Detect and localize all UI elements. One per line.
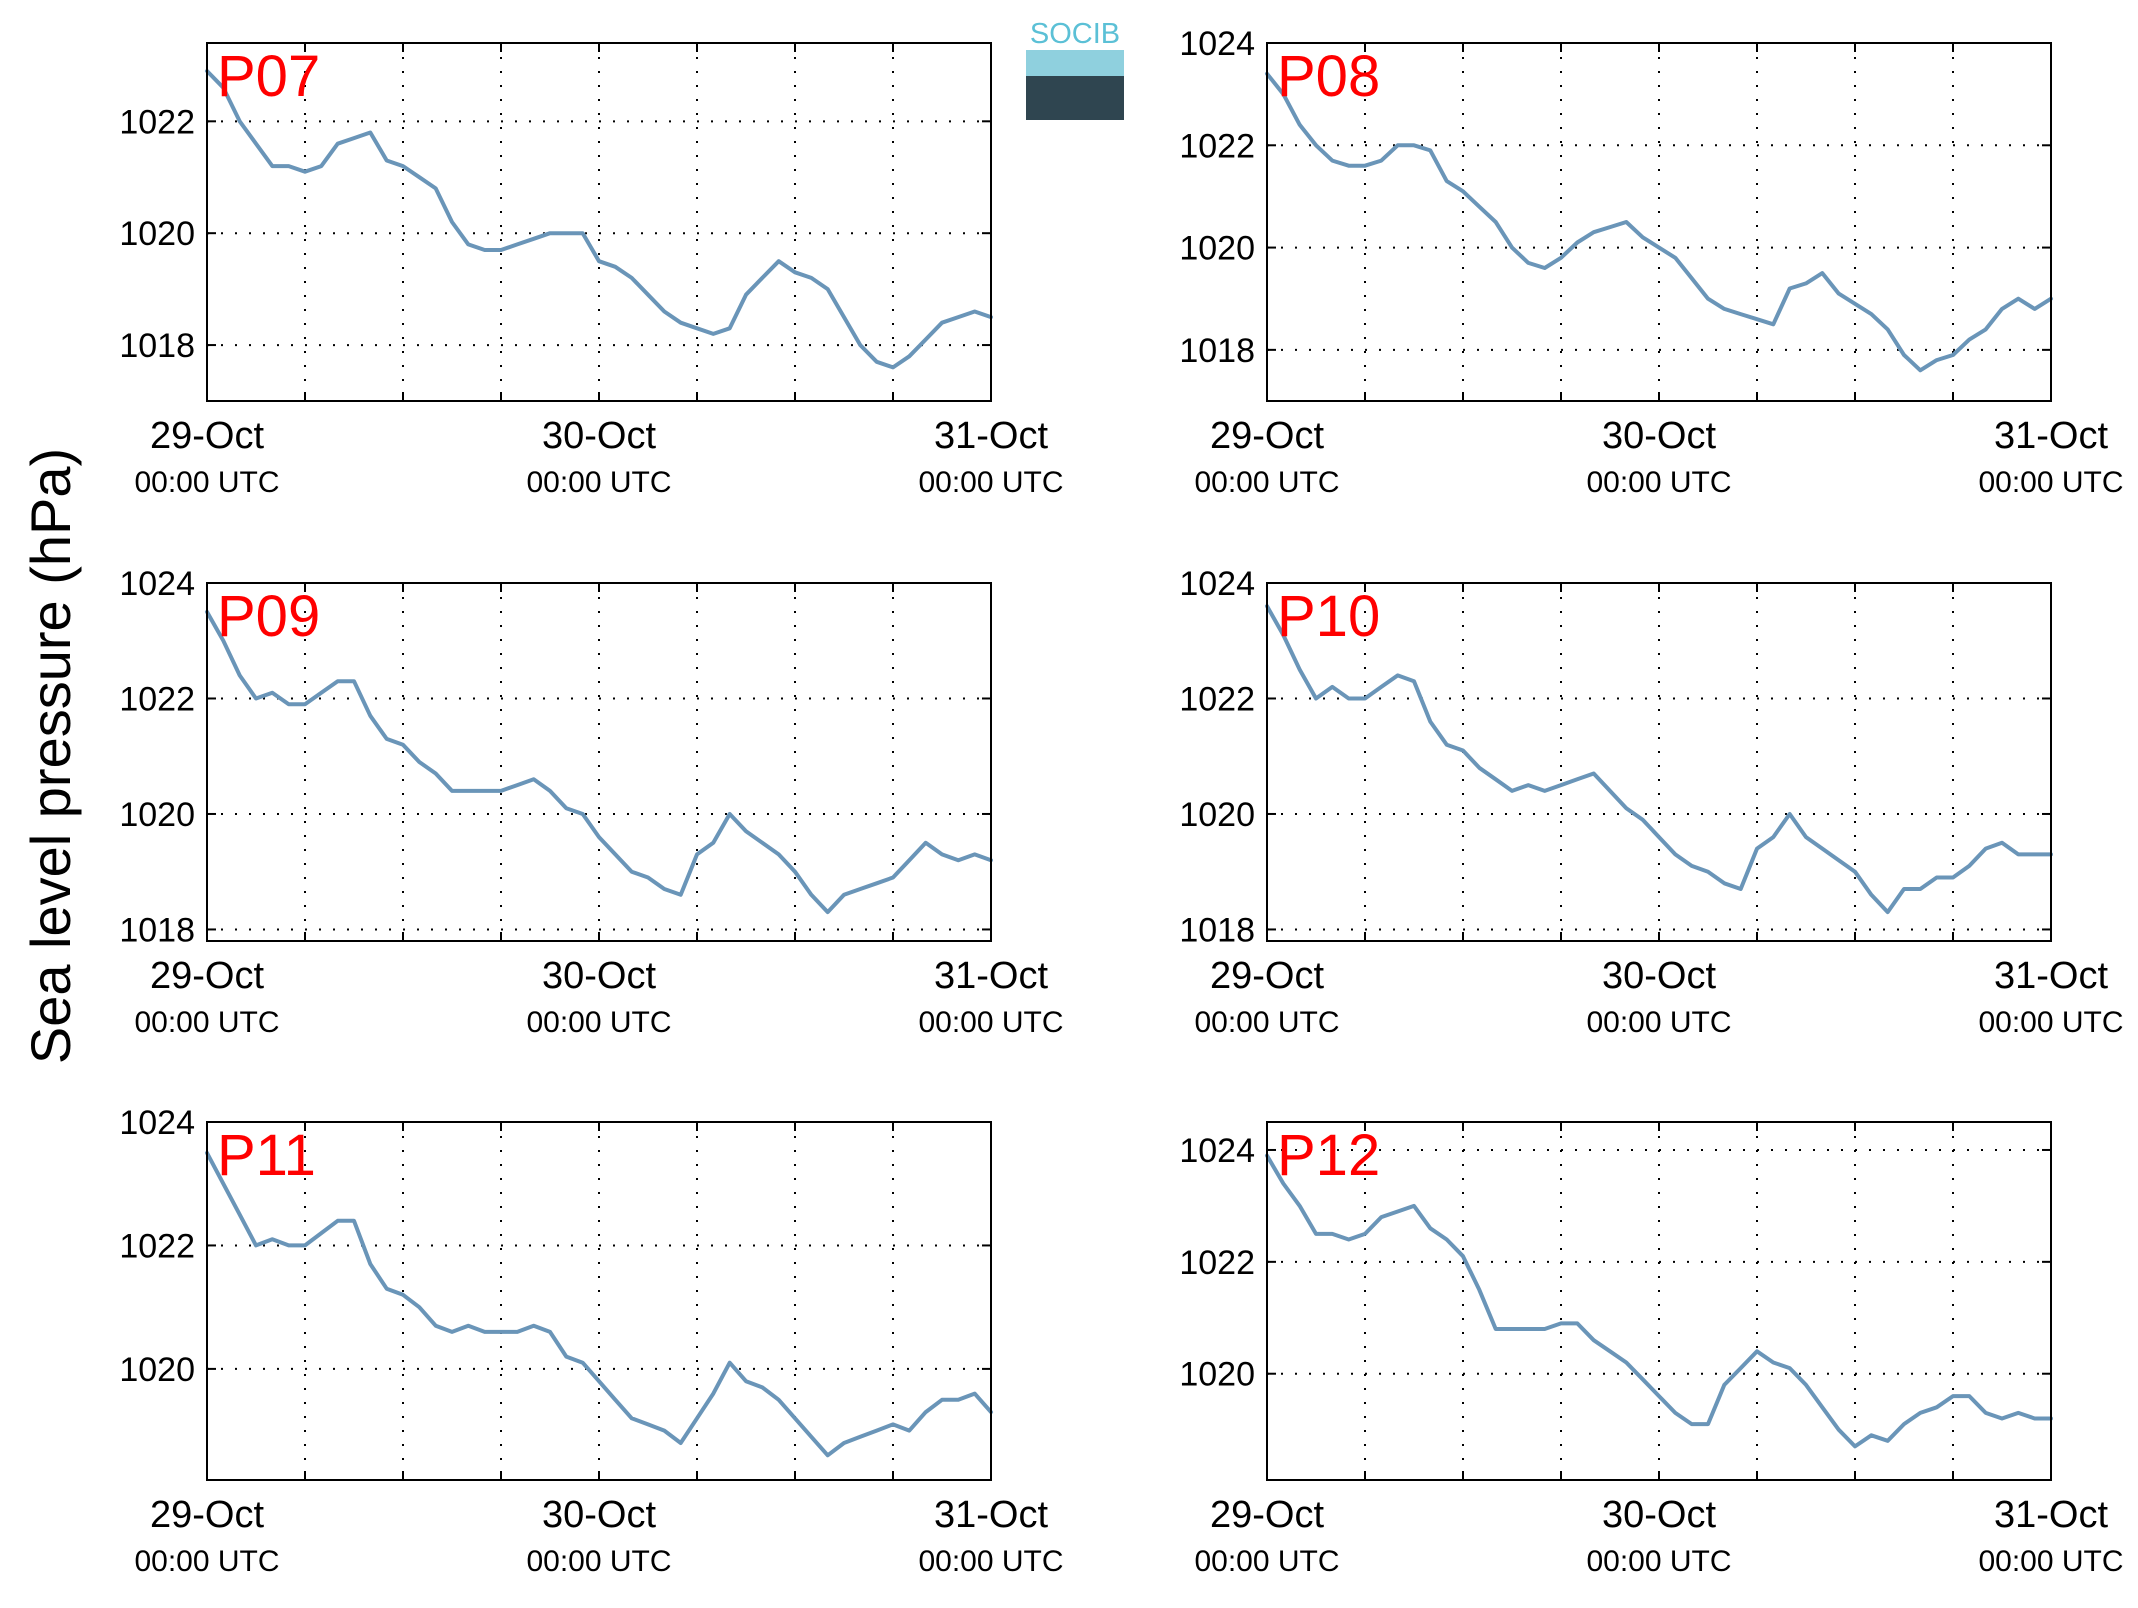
y-tick-label: 1020 xyxy=(1179,230,1255,268)
socib-logo-top xyxy=(1026,50,1124,76)
y-tick-label: 1018 xyxy=(1179,332,1255,370)
y-tick-label: 1020 xyxy=(119,796,195,834)
x-tick-label-day: 29-Oct xyxy=(150,1494,264,1536)
x-tick-label-time: 00:00 UTC xyxy=(918,1545,1063,1578)
socib-logo-text: SOCIB xyxy=(1030,18,1120,50)
x-tick-label-time: 00:00 UTC xyxy=(918,1006,1063,1039)
x-tick-label-day: 31-Oct xyxy=(1994,955,2108,997)
x-tick-label-day: 30-Oct xyxy=(1602,1494,1716,1536)
x-tick-label-day: 31-Oct xyxy=(1994,415,2108,457)
x-tick-label-day: 30-Oct xyxy=(542,955,656,997)
x-tick-label-time: 00:00 UTC xyxy=(1586,1006,1731,1039)
chart-panel-p12: 1020 1022 1024 29-Oct 00:00 UTC 30-Oct 00:00 U… xyxy=(1179,1121,2124,1578)
x-tick-label-time: 00:00 UTC xyxy=(526,466,671,499)
x-tick-label-time: 00:00 UTC xyxy=(134,1545,279,1578)
data-line xyxy=(1265,604,2053,915)
y-tick-label: 1022 xyxy=(119,103,195,141)
data-line xyxy=(205,69,993,370)
y-tick-label: 1020 xyxy=(119,215,195,253)
x-tick-label-time: 00:00 UTC xyxy=(1586,1545,1731,1578)
y-tick-label: 1024 xyxy=(1179,565,1255,603)
station-label: P12 xyxy=(1277,1123,1380,1188)
y-tick-label: 1022 xyxy=(1179,1244,1255,1282)
y-tick-label: 1018 xyxy=(119,327,195,365)
y-tick-label: 1020 xyxy=(1179,1356,1255,1394)
station-label: P10 xyxy=(1277,584,1380,649)
y-tick-label: 1018 xyxy=(119,911,195,949)
chart-panel-p11: 1020 1022 1024 29-Oct 00:00 UTC 30-Oct 00:00 U… xyxy=(119,1104,1063,1578)
y-axis-label: Sea level pressure (hPa) xyxy=(19,448,82,1064)
x-tick-label-time: 00:00 UTC xyxy=(1194,1006,1339,1039)
x-tick-label-day: 30-Oct xyxy=(542,1494,656,1536)
x-tick-label-time: 00:00 UTC xyxy=(1194,466,1339,499)
y-tick-label: 1024 xyxy=(1179,1132,1255,1170)
x-tick-label-time: 00:00 UTC xyxy=(1978,1006,2123,1039)
chart-panel-p07: 1018 1020 1022 29-Oct 00:00 UTC 30-Oct 00:00 U… xyxy=(119,42,1064,499)
x-tick-label-time: 00:00 UTC xyxy=(134,1006,279,1039)
x-tick-label-time: 00:00 UTC xyxy=(526,1545,671,1578)
station-label: P08 xyxy=(1277,44,1380,109)
x-tick-label-time: 00:00 UTC xyxy=(526,1006,671,1039)
y-tick-label: 1024 xyxy=(119,565,195,603)
x-tick-label-time: 00:00 UTC xyxy=(1194,1545,1339,1578)
x-tick-label-day: 31-Oct xyxy=(1994,1494,2108,1536)
x-tick-label-time: 00:00 UTC xyxy=(134,466,279,499)
y-tick-label: 1022 xyxy=(1179,680,1255,718)
x-tick-label-time: 00:00 UTC xyxy=(918,466,1063,499)
chart-panel-p10: 1018 1020 1022 1024 29-Oct 00:00 UTC 30-Oct 00:… xyxy=(1179,565,2123,1039)
x-tick-label-day: 31-Oct xyxy=(934,415,1048,457)
socib-logo: SOCIB xyxy=(1026,18,1124,120)
y-tick-label: 1022 xyxy=(119,1227,195,1265)
chart-panels: 1018 1020 1022 29-Oct 00:00 UTC 30-Oct 00:00 U… xyxy=(119,25,2123,1578)
station-label: P09 xyxy=(217,584,320,649)
data-line xyxy=(205,1150,993,1458)
chart-panel-p08: 1018 1020 1022 1024 29-Oct 00:00 UTC 30-Oct 00:… xyxy=(1179,25,2123,499)
data-line xyxy=(1265,1153,2053,1449)
x-tick-label-day: 29-Oct xyxy=(150,415,264,457)
data-line xyxy=(205,609,993,915)
x-tick-label-day: 30-Oct xyxy=(1602,415,1716,457)
y-tick-label: 1024 xyxy=(1179,25,1255,63)
chart-panel-p09: 1018 1020 1022 1024 29-Oct 00:00 UTC 30-Oct 00:… xyxy=(119,565,1063,1039)
x-tick-label-time: 00:00 UTC xyxy=(1586,466,1731,499)
x-tick-label-day: 31-Oct xyxy=(934,955,1048,997)
x-tick-label-day: 30-Oct xyxy=(542,415,656,457)
x-tick-label-day: 29-Oct xyxy=(1210,955,1324,997)
y-tick-label: 1024 xyxy=(119,1104,195,1142)
x-tick-label-day: 31-Oct xyxy=(934,1494,1048,1536)
y-tick-label: 1020 xyxy=(119,1351,195,1389)
x-tick-label-day: 30-Oct xyxy=(1602,955,1716,997)
y-tick-label: 1022 xyxy=(1179,127,1255,165)
y-tick-label: 1020 xyxy=(1179,796,1255,834)
y-tick-label: 1018 xyxy=(1179,911,1255,949)
station-label: P07 xyxy=(217,44,320,109)
station-label: P11 xyxy=(217,1123,316,1188)
x-tick-label-time: 00:00 UTC xyxy=(1978,466,2123,499)
x-tick-label-day: 29-Oct xyxy=(150,955,264,997)
data-line xyxy=(1265,71,2053,373)
x-tick-label-day: 29-Oct xyxy=(1210,415,1324,457)
x-tick-label-time: 00:00 UTC xyxy=(1978,1545,2123,1578)
x-tick-label-day: 29-Oct xyxy=(1210,1494,1324,1536)
y-tick-label: 1022 xyxy=(119,680,195,718)
